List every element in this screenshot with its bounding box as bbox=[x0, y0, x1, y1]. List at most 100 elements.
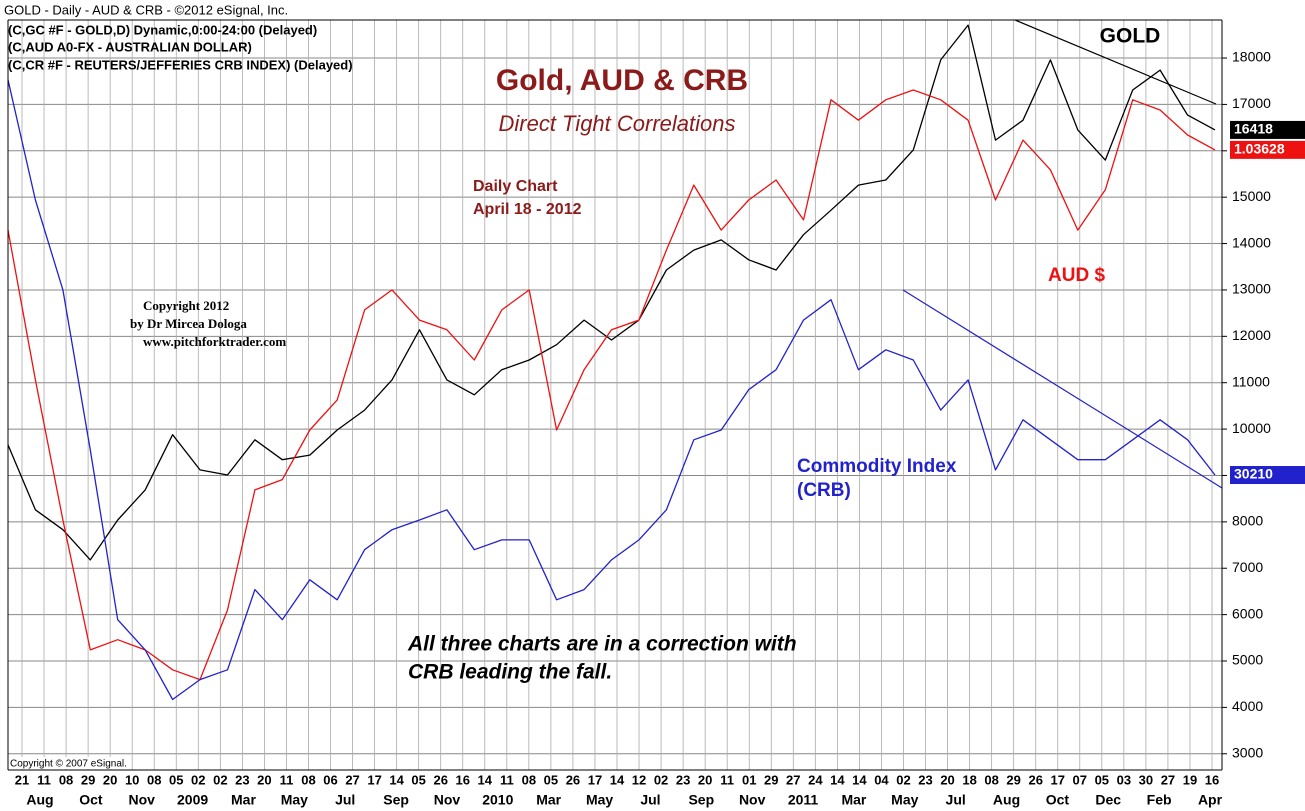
header: GOLD - Daily - AUD & CRB - ©2012 eSignal… bbox=[4, 2, 288, 17]
x-tick-label: 30 bbox=[1139, 772, 1153, 787]
x-tick-label: 17 bbox=[588, 772, 602, 787]
x-tick-label: 14 bbox=[610, 772, 625, 787]
last-value-label: 16418 bbox=[1234, 121, 1273, 137]
x-sublabel: Aug bbox=[993, 792, 1020, 808]
x-tick-label: 26 bbox=[1028, 772, 1042, 787]
last-value-box bbox=[1230, 466, 1305, 485]
series-label: GOLD bbox=[1100, 25, 1161, 48]
x-tick-label: 14 bbox=[852, 772, 867, 787]
y-tick-label: 8000 bbox=[1232, 513, 1263, 529]
legend-line: (C,GC #F - GOLD,D) Dynamic,0:00-24:00 (D… bbox=[8, 22, 317, 37]
x-tick-label: 02 bbox=[654, 772, 668, 787]
y-tick-label: 12000 bbox=[1232, 327, 1271, 343]
series-line bbox=[7, 89, 1216, 681]
x-tick-label: 02 bbox=[213, 772, 227, 787]
x-sublabel: Mar bbox=[231, 792, 256, 808]
y-tick-label: 6000 bbox=[1232, 605, 1263, 621]
gold-trendline bbox=[1014, 19, 1217, 105]
x-tick-label: 18 bbox=[962, 772, 976, 787]
series-lines bbox=[7, 24, 1216, 701]
x-tick-label: 24 bbox=[808, 772, 823, 787]
x-tick-label: 10 bbox=[125, 772, 139, 787]
x-tick-label: 05 bbox=[411, 772, 425, 787]
y-tick-label: 4000 bbox=[1232, 698, 1263, 714]
x-sublabel: 2009 bbox=[177, 792, 208, 808]
x-tick-label: 06 bbox=[323, 772, 337, 787]
x-tick-label: 20 bbox=[103, 772, 117, 787]
annotation: CRB leading the fall. bbox=[408, 661, 612, 684]
y-tick-label: 11000 bbox=[1232, 373, 1270, 389]
x-tick-label: 08 bbox=[301, 772, 315, 787]
y-tick-label: 5000 bbox=[1232, 652, 1263, 668]
x-tick-label: 29 bbox=[764, 772, 778, 787]
y-tick-label: 3000 bbox=[1232, 744, 1263, 760]
x-tick-label: 05 bbox=[169, 772, 183, 787]
x-tick-label: 03 bbox=[1117, 772, 1131, 787]
series-label: (CRB) bbox=[797, 480, 851, 501]
x-sublabel: Sep bbox=[383, 792, 409, 808]
x-tick-label: 23 bbox=[676, 772, 690, 787]
x-sublabel: Jul bbox=[640, 792, 660, 808]
x-tick-label: 14 bbox=[478, 772, 493, 787]
x-tick-label: 19 bbox=[1183, 772, 1197, 787]
series-line bbox=[7, 24, 1216, 561]
x-tick-label: 27 bbox=[345, 772, 359, 787]
x-sublabel: May bbox=[586, 792, 613, 808]
copyright: www.pitchforktrader.com bbox=[143, 334, 286, 349]
y-tick-label: 18000 bbox=[1232, 49, 1271, 65]
chart-note: Daily Chart bbox=[473, 178, 558, 195]
x-tick-label: 23 bbox=[235, 772, 249, 787]
x-tick-label: 27 bbox=[1161, 772, 1175, 787]
x-sublabel: Sep bbox=[688, 792, 714, 808]
x-tick-label: 11 bbox=[37, 772, 51, 787]
x-tick-label: 14 bbox=[389, 772, 404, 787]
y-tick-label: 7000 bbox=[1232, 559, 1263, 575]
chart-subtitle: Direct Tight Correlations bbox=[499, 111, 736, 136]
copyright: by Dr Mircea Dologa bbox=[130, 316, 247, 331]
x-tick-label: 20 bbox=[940, 772, 954, 787]
y-tick-label: 17000 bbox=[1232, 95, 1271, 111]
copyright: Copyright 2012 bbox=[143, 298, 229, 313]
x-sublabel: Dec bbox=[1095, 792, 1121, 808]
x-tick-label: 29 bbox=[81, 772, 95, 787]
x-tick-label: 17 bbox=[1051, 772, 1065, 787]
x-sublabel: Feb bbox=[1147, 792, 1172, 808]
x-sublabel: Nov bbox=[434, 792, 461, 808]
footer-bg bbox=[9, 757, 127, 769]
footer: Copyright © 2007 eSignal. bbox=[10, 759, 127, 770]
x-tick-label: 11 bbox=[280, 772, 294, 787]
x-tick-label: 20 bbox=[257, 772, 271, 787]
axes: 3000400050006000700080009000100001100012… bbox=[15, 49, 1305, 808]
x-sublabel: Oct bbox=[79, 792, 103, 808]
chart-note: April 18 - 2012 bbox=[473, 201, 582, 218]
last-value-box bbox=[1230, 120, 1305, 139]
x-sublabel: Jul bbox=[946, 792, 966, 808]
legend-line: (C,CR #F - REUTERS/JEFFERIES CRB INDEX) … bbox=[8, 57, 353, 72]
x-tick-label: 16 bbox=[1205, 772, 1219, 787]
x-tick-label: 12 bbox=[632, 772, 646, 787]
annotation: All three charts are in a correction wit… bbox=[407, 633, 797, 656]
series-line bbox=[7, 79, 1216, 701]
x-tick-label: 14 bbox=[830, 772, 845, 787]
x-sublabel: Mar bbox=[536, 792, 561, 808]
x-tick-label: 05 bbox=[1095, 772, 1109, 787]
x-tick-label: 20 bbox=[698, 772, 712, 787]
x-tick-label: 27 bbox=[786, 772, 800, 787]
x-tick-label: 05 bbox=[544, 772, 558, 787]
last-value-label: 30210 bbox=[1234, 466, 1273, 482]
x-tick-label: 21 bbox=[15, 772, 29, 787]
x-tick-label: 11 bbox=[500, 772, 514, 787]
grid bbox=[8, 20, 1222, 770]
x-sublabel: Oct bbox=[1046, 792, 1070, 808]
x-sublabel: Nov bbox=[739, 792, 766, 808]
x-sublabel: Jul bbox=[335, 792, 355, 808]
chart-title: Gold, AUD & CRB bbox=[496, 64, 748, 97]
y-tick-label: 13000 bbox=[1232, 281, 1271, 297]
x-tick-label: 16 bbox=[456, 772, 470, 787]
legend-line: (C,AUD A0-FX - AUSTRALIAN DOLLAR) bbox=[8, 39, 252, 54]
x-tick-label: 08 bbox=[147, 772, 161, 787]
x-tick-label: 23 bbox=[918, 772, 932, 787]
x-tick-label: 29 bbox=[1006, 772, 1020, 787]
y-tick-label: 10000 bbox=[1232, 420, 1271, 436]
